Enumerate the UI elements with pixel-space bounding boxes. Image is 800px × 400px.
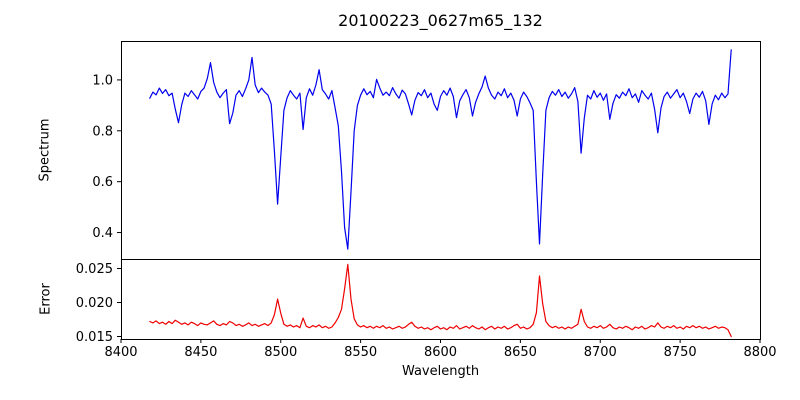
x-axis-label: Wavelength [401, 364, 480, 379]
chart-title: 20100223_0627m65_132 [338, 11, 543, 30]
x-tick-label: 8600 [424, 345, 457, 360]
y-tick-label: 0.015 [76, 330, 113, 345]
error-line [149, 263, 732, 338]
x-tick-label: 8700 [584, 345, 617, 360]
y-tick-label: 0.4 [92, 226, 113, 241]
x-tick-label: 8650 [504, 345, 537, 360]
y-tick-label: 0.020 [76, 296, 113, 311]
x-tick-label: 8550 [344, 345, 377, 360]
x-tick-label: 8400 [104, 345, 137, 360]
x-tick-label: 8450 [184, 345, 217, 360]
y-tick-label: 1.0 [92, 73, 113, 88]
x-tick-label: 8800 [743, 345, 776, 360]
y-tick-label: 0.025 [76, 262, 113, 277]
x-tick-label: 8500 [264, 345, 297, 360]
y-tick-label: 0.8 [92, 124, 113, 139]
axes-frame-spectrum [121, 41, 761, 260]
spectrum-line [149, 49, 732, 250]
x-tick-label: 8750 [664, 345, 697, 360]
y-tick-label: 0.6 [92, 175, 113, 190]
